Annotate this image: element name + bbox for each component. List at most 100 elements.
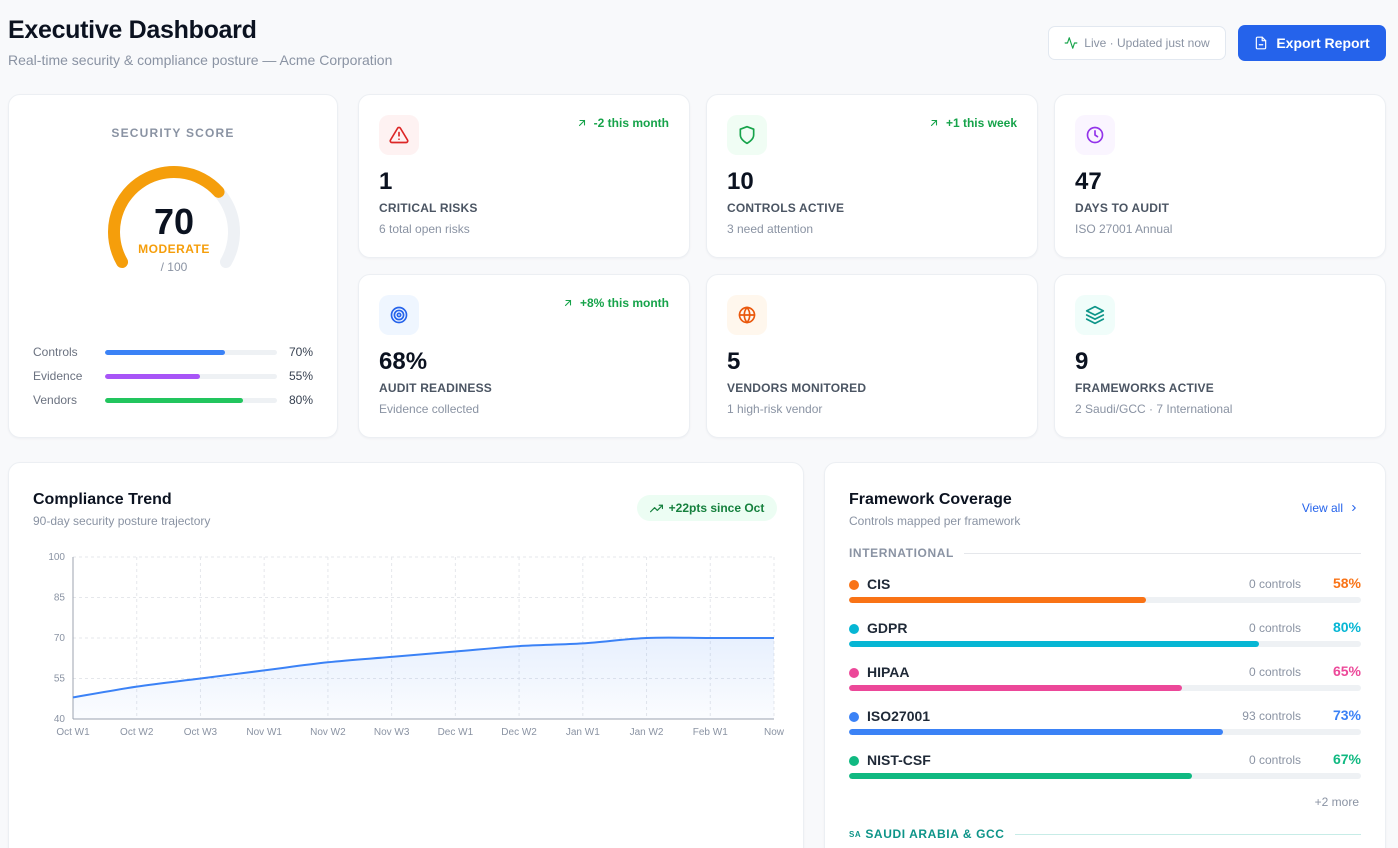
security-score-label: SECURITY SCORE (111, 126, 235, 140)
trend-delta-badge: +22pts since Oct (637, 495, 777, 521)
x-tick-label: Dec W1 (438, 727, 474, 738)
stat-icon-box (727, 295, 767, 335)
section-international-label: INTERNATIONAL (849, 546, 954, 560)
stat-value: 10 (727, 168, 754, 195)
stat-name: CRITICAL RISKS (379, 201, 478, 215)
framework-coverage-title: Framework Coverage (849, 491, 1012, 508)
stat-icon-box (1075, 295, 1115, 335)
stat-card-controls-active[interactable]: +1 this week 10 CONTROLS ACTIVE 3 need a… (706, 94, 1038, 258)
stat-card-days-to-audit[interactable]: 47 DAYS TO AUDIT ISO 27001 Annual (1054, 94, 1386, 258)
score-bar-fill (105, 349, 226, 355)
framework-controls: 0 controls (1248, 621, 1301, 635)
score-bar-controls: Controls 70% (33, 344, 313, 360)
stat-trend: +8% this month (562, 296, 669, 310)
framework-name: NIST-CSF (867, 752, 931, 768)
framework-row-cis[interactable]: CIS 0 controls 58% (849, 575, 1361, 605)
page-title: Executive Dashboard (8, 16, 257, 44)
trend-delta-text: +22pts since Oct (668, 501, 765, 515)
y-tick-label: 100 (48, 552, 65, 563)
activity-icon (1064, 37, 1078, 49)
framework-dot (849, 624, 859, 634)
framework-pct: 73% (1332, 707, 1361, 723)
stat-icon-box (379, 115, 419, 155)
stat-sub: Evidence collected (379, 402, 480, 416)
score-bar-track (105, 397, 277, 403)
framework-pct: 58% (1332, 575, 1361, 591)
stat-trend-text: -2 this month (593, 116, 669, 130)
compliance-trend-card: Compliance Trend 90-day security posture… (8, 462, 804, 848)
chevron-right-icon (1352, 504, 1356, 512)
gauge-fill (108, 166, 225, 268)
stat-name: VENDORS MONITORED (727, 381, 867, 395)
framework-pct: 67% (1332, 751, 1361, 767)
framework-track (849, 641, 1361, 647)
layers-icon (1085, 305, 1105, 325)
more-frameworks-link[interactable]: +2 more (1314, 795, 1359, 809)
security-score-rating: MODERATE (138, 242, 210, 256)
arrow-up-right-icon (578, 119, 585, 127)
stat-name: CONTROLS ACTIVE (727, 201, 845, 215)
stat-card-audit-readiness[interactable]: +8% this month 68% AUDIT READINESS Evide… (358, 274, 690, 438)
stat-trend-text: +8% this month (579, 296, 669, 310)
section-saudi-label: SAUDI ARABIA & GCC (865, 827, 1005, 841)
view-all-link[interactable]: View all (1302, 501, 1359, 515)
framework-track (849, 597, 1361, 603)
x-tick-label: Nov W2 (310, 727, 346, 738)
framework-name: HIPAA (867, 664, 910, 680)
stat-value: 47 (1075, 168, 1102, 195)
security-score-value: 70 (153, 201, 195, 242)
x-tick-label: Dec W2 (501, 727, 537, 738)
stat-name: AUDIT READINESS (379, 381, 493, 395)
framework-dot (849, 580, 859, 590)
framework-fill (849, 641, 1259, 647)
framework-controls: 0 controls (1248, 753, 1301, 767)
export-report-label: Export Report (1276, 35, 1370, 51)
framework-row-nist-csf[interactable]: NIST-CSF 0 controls 67% (849, 751, 1361, 781)
compliance-trend-subtitle: 90-day security posture trajectory (33, 514, 211, 528)
page-header: Executive Dashboard Real-time security &… (8, 16, 1386, 76)
framework-pct: 65% (1332, 663, 1361, 679)
x-tick-label: Nov W3 (374, 727, 410, 738)
framework-row-gdpr[interactable]: GDPR 0 controls 80% (849, 619, 1361, 649)
framework-row-iso27001[interactable]: ISO27001 93 controls 73% (849, 707, 1361, 737)
security-score-card: SECURITY SCORE 70 MODERATE / 100 Control… (8, 94, 338, 438)
framework-fill (849, 729, 1223, 735)
framework-coverage-card: Framework Coverage Controls mapped per f… (824, 462, 1386, 848)
stat-sub: ISO 27001 Annual (1075, 222, 1173, 236)
framework-pct: 80% (1332, 619, 1361, 635)
stat-trend-text: +1 this week (945, 116, 1017, 130)
view-all-label: View all (1301, 501, 1343, 515)
live-status-badge: Live · Updated just now (1048, 26, 1226, 60)
live-status-text: Live · Updated just now (1084, 36, 1210, 50)
framework-dot (849, 668, 859, 678)
target-icon (390, 306, 408, 324)
framework-track (849, 729, 1361, 735)
framework-row-hipaa[interactable]: HIPAA 0 controls 65% (849, 663, 1361, 693)
stat-card-vendors-monitored[interactable]: 5 VENDORS MONITORED 1 high-risk vendor (706, 274, 1038, 438)
x-tick-label: Nov W1 (246, 727, 282, 738)
framework-coverage-subtitle: Controls mapped per framework (849, 514, 1021, 528)
framework-fill (849, 685, 1182, 691)
score-bar-vendors: Vendors 80% (33, 392, 313, 408)
stat-card-frameworks-active[interactable]: 9 FRAMEWORKS ACTIVE 2 Saudi/GCC · 7 Inte… (1054, 274, 1386, 438)
stat-sub: 6 total open risks (379, 222, 470, 236)
stat-icon-box (379, 295, 419, 335)
score-bar-pct: 70% (288, 345, 313, 359)
framework-controls: 0 controls (1248, 577, 1301, 591)
y-tick-label: 40 (54, 714, 66, 725)
x-tick-label: Feb W1 (693, 727, 728, 738)
stat-card-critical-risks[interactable]: -2 this month 1 CRITICAL RISKS 6 total o… (358, 94, 690, 258)
stat-sub: 3 need attention (727, 222, 814, 236)
arrow-up-right-icon (930, 119, 938, 127)
score-bar-pct: 80% (288, 393, 313, 407)
x-tick-label: Oct W1 (56, 727, 90, 738)
score-bar-pct: 55% (288, 369, 313, 383)
y-tick-label: 70 (54, 633, 66, 644)
security-score-max: / 100 (160, 260, 188, 274)
framework-name: GDPR (867, 620, 908, 636)
framework-controls: 93 controls (1242, 709, 1301, 723)
score-bar-label: Vendors (33, 393, 78, 407)
y-tick-label: 85 (54, 593, 66, 604)
compliance-trend-title: Compliance Trend (33, 491, 172, 508)
export-report-button[interactable]: Export Report (1238, 25, 1386, 61)
